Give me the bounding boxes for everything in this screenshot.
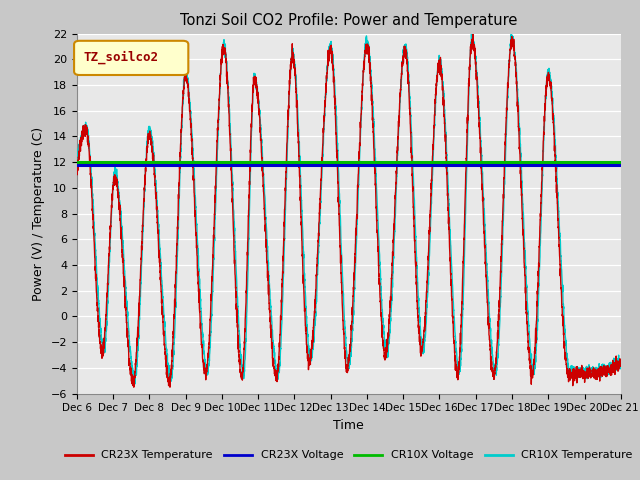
Y-axis label: Power (V) / Temperature (C): Power (V) / Temperature (C) [32, 127, 45, 300]
X-axis label: Time: Time [333, 419, 364, 432]
Text: TZ_soilco2: TZ_soilco2 [83, 51, 158, 64]
Legend: CR23X Temperature, CR23X Voltage, CR10X Voltage, CR10X Temperature: CR23X Temperature, CR23X Voltage, CR10X … [60, 446, 637, 465]
Title: Tonzi Soil CO2 Profile: Power and Temperature: Tonzi Soil CO2 Profile: Power and Temper… [180, 13, 518, 28]
FancyBboxPatch shape [74, 41, 188, 75]
